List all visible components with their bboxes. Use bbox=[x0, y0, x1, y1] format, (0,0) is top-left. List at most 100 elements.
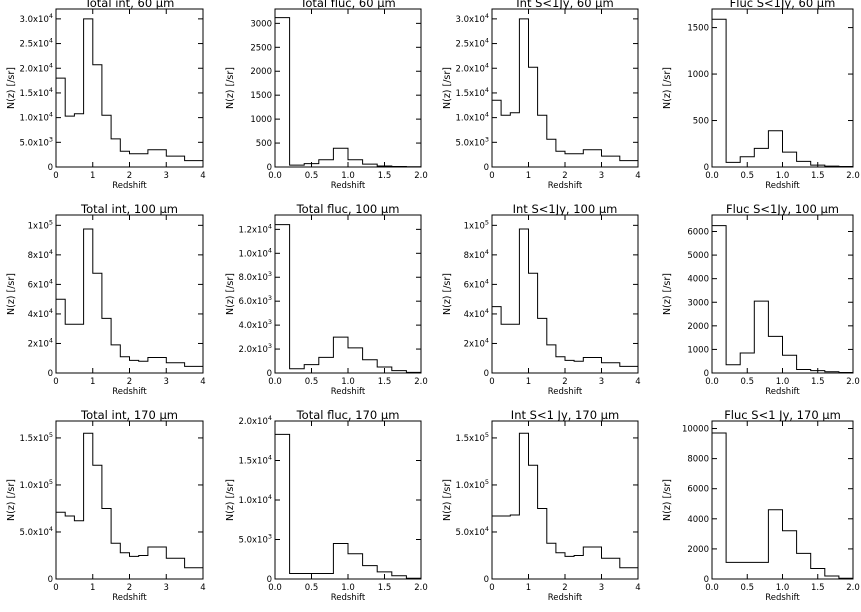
histogram-bin bbox=[565, 556, 574, 579]
y-axis-label: N(z) [/sr] bbox=[225, 67, 236, 109]
histogram-bin bbox=[275, 225, 290, 373]
x-tick-label: 1.5 bbox=[378, 171, 392, 181]
y-tick-label: 1.2x104 bbox=[238, 222, 272, 235]
chart-title: Int S<1 Jy, 170 μm bbox=[511, 408, 619, 422]
histogram-bin bbox=[556, 357, 565, 373]
chart-title: Fluc S<1 Jy, 170 μm bbox=[724, 408, 841, 422]
y-tick-label: 1.0x104 bbox=[455, 111, 489, 124]
x-tick-label: 3 bbox=[164, 171, 169, 181]
y-tick-label: 2.5x104 bbox=[455, 37, 489, 50]
y-tick-label: 1000 bbox=[250, 115, 272, 125]
y-tick-label: 2x104 bbox=[464, 336, 489, 349]
y-tick-label: 0 bbox=[267, 163, 272, 173]
y-tick-label: 1x105 bbox=[28, 218, 53, 231]
histogram-bin bbox=[65, 116, 74, 167]
histogram-bin bbox=[501, 516, 510, 579]
x-tick-label: 0.5 bbox=[740, 583, 754, 593]
histogram-bin bbox=[825, 166, 839, 167]
histogram-bin bbox=[492, 516, 501, 579]
histogram-bin bbox=[333, 337, 348, 373]
x-tick-label: 1 bbox=[90, 377, 95, 387]
y-tick-label: 8x104 bbox=[464, 248, 489, 261]
x-tick-label: 2.0 bbox=[846, 171, 860, 181]
histogram-bin bbox=[501, 324, 519, 373]
x-tick-label: 4 bbox=[200, 583, 205, 593]
histogram-bin bbox=[166, 363, 184, 373]
histogram-bin bbox=[333, 543, 348, 579]
x-tick-label: 0.5 bbox=[305, 171, 319, 181]
x-tick-label: 1.0 bbox=[776, 171, 790, 181]
histogram-bin bbox=[797, 161, 811, 167]
histogram-bin bbox=[768, 510, 782, 579]
histogram-bin bbox=[102, 508, 111, 579]
chart-title: Total fluc, 100 μm bbox=[296, 202, 400, 216]
histogram-bin bbox=[148, 547, 166, 579]
histogram-bin bbox=[304, 164, 319, 167]
histogram-bin bbox=[120, 553, 129, 579]
x-tick-label: 2.0 bbox=[414, 583, 428, 593]
histogram-bin bbox=[492, 307, 501, 373]
histogram-bin bbox=[120, 357, 129, 373]
histogram-bin bbox=[185, 366, 203, 373]
x-axis-label: Redshift bbox=[331, 387, 366, 397]
chart-title: Int S<1Jy, 100 μm bbox=[513, 202, 618, 216]
histogram-bin bbox=[519, 19, 528, 167]
y-tick-label: 1.5x104 bbox=[19, 86, 53, 99]
histogram-bin bbox=[783, 355, 797, 373]
x-tick-label: 1 bbox=[526, 377, 531, 387]
histogram-bin bbox=[74, 521, 83, 579]
x-axis-label: Redshift bbox=[112, 181, 147, 191]
x-tick-label: 1 bbox=[90, 171, 95, 181]
x-axis-label: Redshift bbox=[765, 181, 800, 191]
x-axis-label: Redshift bbox=[765, 387, 800, 397]
histogram-bin bbox=[93, 465, 102, 579]
x-tick-label: 3 bbox=[164, 583, 169, 593]
y-tick-label: 1500 bbox=[250, 91, 272, 101]
histogram-bin bbox=[574, 555, 583, 579]
histogram-bin bbox=[120, 151, 129, 167]
histogram-bin bbox=[726, 162, 740, 167]
y-tick-label: 6x104 bbox=[28, 277, 53, 290]
histogram-bin bbox=[811, 165, 825, 167]
y-tick-label: 6.0x103 bbox=[238, 294, 272, 307]
y-tick-label: 5000 bbox=[687, 251, 709, 261]
x-tick-label: 2.0 bbox=[414, 171, 428, 181]
y-tick-label: 1000 bbox=[687, 345, 709, 355]
histogram-bin bbox=[84, 229, 93, 373]
y-tick-label: 5.0x103 bbox=[455, 135, 489, 148]
histogram-bin bbox=[783, 152, 797, 167]
histogram-bin bbox=[754, 301, 768, 373]
y-tick-label: 0 bbox=[267, 575, 272, 585]
histogram-bin bbox=[754, 562, 768, 579]
chart-title: Total int, 100 μm bbox=[80, 202, 178, 216]
histogram-bin bbox=[811, 371, 825, 373]
histogram-bin bbox=[574, 361, 583, 373]
histogram-bin bbox=[620, 161, 638, 167]
histogram-bin bbox=[275, 18, 290, 167]
y-tick-label: 2.0x103 bbox=[238, 342, 272, 355]
histogram-series bbox=[275, 18, 421, 167]
histogram-bin bbox=[547, 139, 556, 167]
x-tick-label: 1 bbox=[526, 583, 531, 593]
histogram-bin bbox=[510, 515, 519, 579]
histogram-bin bbox=[348, 348, 363, 373]
y-tick-label: 0 bbox=[48, 575, 53, 585]
y-axis-label: N(z) [/sr] bbox=[662, 67, 673, 109]
x-tick-label: 0 bbox=[53, 171, 58, 181]
histogram-bin bbox=[65, 516, 74, 579]
x-tick-label: 0 bbox=[53, 377, 58, 387]
histogram-bin bbox=[166, 558, 184, 579]
y-tick-label: 1x105 bbox=[464, 218, 489, 231]
histogram-bin bbox=[529, 465, 538, 579]
histogram-bin bbox=[363, 566, 378, 579]
histogram-bin bbox=[556, 151, 565, 167]
histogram-bin bbox=[166, 156, 184, 167]
histogram-bin bbox=[319, 160, 334, 167]
histogram-bin bbox=[148, 150, 166, 167]
histogram-bin bbox=[377, 166, 392, 167]
histogram-bin bbox=[825, 372, 839, 373]
